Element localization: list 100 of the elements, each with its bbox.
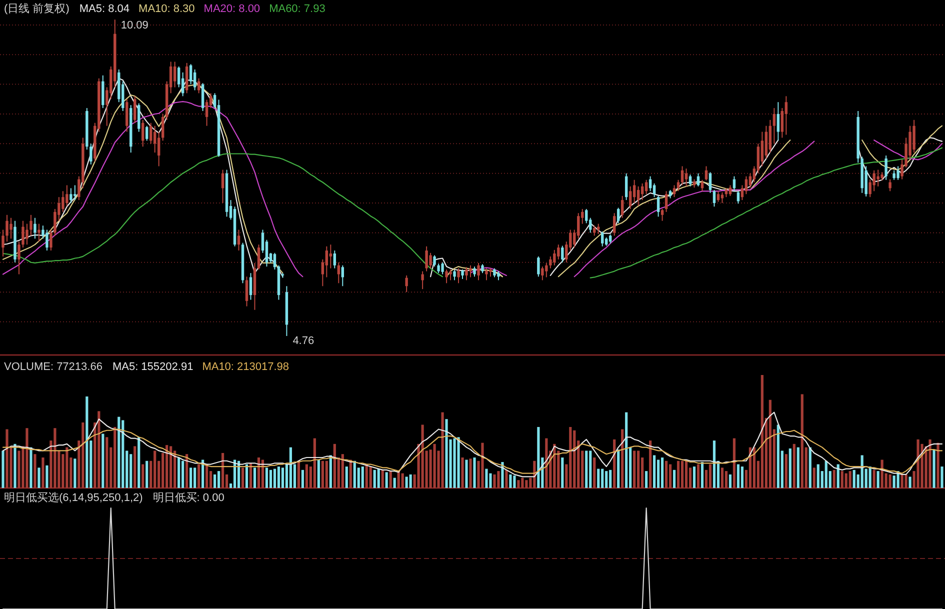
bar xyxy=(273,468,276,488)
candlestick xyxy=(784,96,788,136)
bar xyxy=(816,464,820,488)
bar xyxy=(637,450,640,488)
bar xyxy=(409,474,412,488)
bar xyxy=(645,471,648,488)
bar xyxy=(221,452,224,488)
bar xyxy=(605,471,608,488)
candlestick xyxy=(205,99,208,126)
candlestick xyxy=(329,244,332,269)
bar xyxy=(186,454,188,488)
bar xyxy=(134,446,136,488)
bar xyxy=(621,429,624,488)
candlestick xyxy=(405,274,408,293)
bar xyxy=(193,468,196,488)
candlestick xyxy=(425,246,428,272)
annotation: 10.09 xyxy=(120,20,148,32)
bar xyxy=(469,458,472,488)
candlestick xyxy=(537,256,540,278)
candlestick xyxy=(50,229,52,252)
bar xyxy=(788,448,792,488)
candlestick xyxy=(728,184,732,196)
bar xyxy=(14,444,16,488)
bar xyxy=(832,470,836,488)
bar xyxy=(441,412,444,488)
candlestick xyxy=(612,212,616,236)
candlestick xyxy=(189,64,192,85)
bar xyxy=(297,460,300,488)
bar xyxy=(868,466,872,488)
bar xyxy=(138,437,140,488)
bar xyxy=(341,454,344,488)
text: MA10: 8.30 xyxy=(138,3,195,15)
bar xyxy=(325,460,328,488)
bar xyxy=(740,466,744,488)
bar xyxy=(397,471,400,488)
bar xyxy=(321,460,324,488)
bar xyxy=(445,419,448,488)
candlestick xyxy=(433,254,436,268)
bar xyxy=(269,470,272,488)
candlestick xyxy=(636,186,640,206)
candlestick xyxy=(616,207,620,224)
bar xyxy=(525,480,528,488)
bar xyxy=(513,476,516,488)
bar xyxy=(329,455,332,488)
bar xyxy=(812,468,816,488)
candlestick xyxy=(237,229,240,252)
candlestick xyxy=(134,96,136,124)
candlestick xyxy=(884,155,888,180)
candlestick xyxy=(141,119,144,148)
candlestick xyxy=(249,272,252,300)
bar xyxy=(860,455,864,488)
candlestick xyxy=(34,217,36,240)
candlestick xyxy=(421,270,424,290)
bar xyxy=(6,429,8,488)
bar xyxy=(732,438,736,488)
bar xyxy=(932,450,936,488)
bar xyxy=(501,462,504,488)
candlestick xyxy=(137,102,140,132)
bar xyxy=(114,426,116,488)
bar xyxy=(118,416,120,488)
bar xyxy=(708,464,712,488)
bar xyxy=(313,438,316,488)
candlestick xyxy=(760,131,764,167)
bar xyxy=(170,446,172,488)
bar xyxy=(848,471,852,488)
candlestick xyxy=(453,270,456,281)
candlestick xyxy=(245,276,248,307)
candlestick xyxy=(477,262,480,281)
candlestick xyxy=(62,190,64,212)
candlestick xyxy=(193,68,196,91)
candlestick xyxy=(201,82,204,112)
bar xyxy=(796,447,800,488)
bar xyxy=(593,457,596,488)
candlestick xyxy=(768,119,772,154)
bar xyxy=(421,424,424,488)
bar xyxy=(54,428,56,488)
bar xyxy=(2,450,4,488)
bar xyxy=(473,457,476,488)
bar xyxy=(792,444,796,488)
bar xyxy=(852,470,856,488)
candlestick xyxy=(896,166,900,180)
bar xyxy=(385,472,388,488)
bar xyxy=(305,464,308,488)
candlestick xyxy=(325,246,328,278)
bar xyxy=(760,375,764,488)
candlestick xyxy=(173,61,176,88)
bar xyxy=(453,438,456,488)
bar xyxy=(720,468,724,488)
bar xyxy=(808,447,812,488)
bar xyxy=(461,457,464,488)
candlestick xyxy=(221,169,224,204)
candlestick xyxy=(185,62,188,94)
annotation: 4.76 xyxy=(292,335,314,347)
bar xyxy=(625,412,628,488)
candlestick xyxy=(628,186,632,210)
candlestick xyxy=(704,166,708,181)
bar xyxy=(668,464,672,488)
candlestick xyxy=(457,268,460,284)
candlestick xyxy=(720,192,724,204)
bar xyxy=(908,476,912,488)
